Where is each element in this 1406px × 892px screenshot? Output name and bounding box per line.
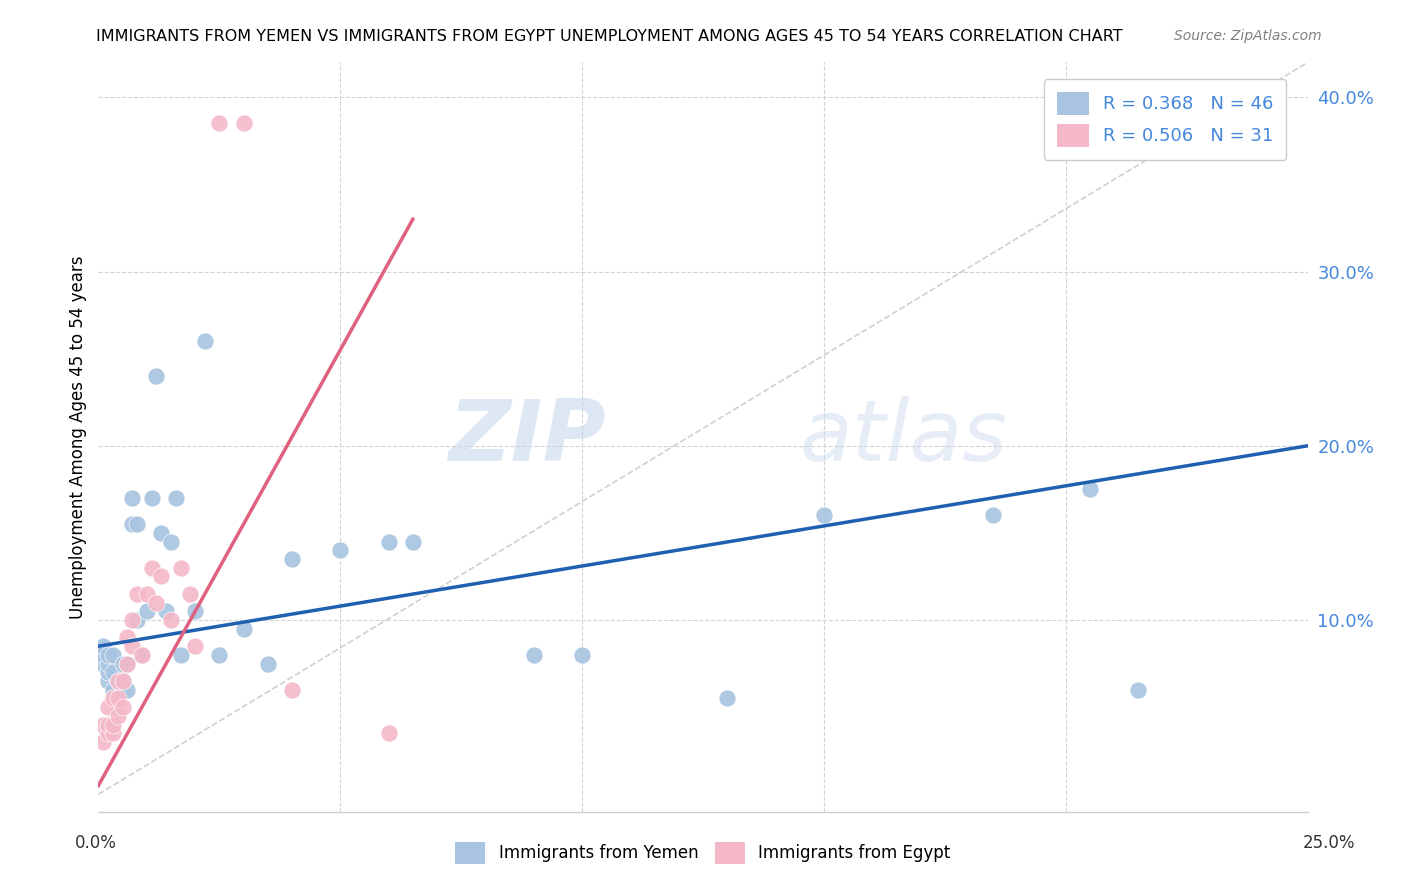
Point bbox=[160, 613, 183, 627]
Point bbox=[179, 587, 201, 601]
Point bbox=[117, 657, 139, 671]
Point bbox=[121, 639, 143, 653]
Point bbox=[145, 369, 167, 384]
Point bbox=[194, 334, 217, 349]
Point bbox=[150, 569, 173, 583]
Point bbox=[281, 682, 304, 697]
Point bbox=[135, 604, 157, 618]
Point bbox=[101, 682, 124, 697]
Text: 25.0%: 25.0% bbox=[1302, 834, 1355, 852]
Point bbox=[1078, 483, 1101, 497]
Point bbox=[97, 648, 120, 662]
Point bbox=[1128, 682, 1150, 697]
Point bbox=[117, 631, 139, 645]
Point bbox=[165, 491, 187, 505]
Point bbox=[208, 116, 231, 130]
Point bbox=[145, 596, 167, 610]
Point bbox=[107, 673, 129, 688]
Point bbox=[127, 587, 149, 601]
Point bbox=[981, 508, 1004, 523]
Point bbox=[97, 726, 120, 740]
Text: atlas: atlas bbox=[800, 395, 1008, 479]
Point bbox=[107, 691, 129, 706]
Point bbox=[716, 691, 738, 706]
Text: IMMIGRANTS FROM YEMEN VS IMMIGRANTS FROM EGYPT UNEMPLOYMENT AMONG AGES 45 TO 54 : IMMIGRANTS FROM YEMEN VS IMMIGRANTS FROM… bbox=[96, 29, 1122, 44]
Legend: Immigrants from Yemen, Immigrants from Egypt: Immigrants from Yemen, Immigrants from E… bbox=[449, 836, 957, 871]
Point bbox=[135, 587, 157, 601]
Point bbox=[169, 648, 191, 662]
Legend: R = 0.368   N = 46, R = 0.506   N = 31: R = 0.368 N = 46, R = 0.506 N = 31 bbox=[1043, 79, 1286, 160]
Point bbox=[91, 735, 114, 749]
Point bbox=[91, 648, 114, 662]
Point bbox=[101, 691, 124, 706]
Point bbox=[101, 717, 124, 731]
Point bbox=[169, 561, 191, 575]
Point bbox=[121, 613, 143, 627]
Point bbox=[101, 665, 124, 680]
Point bbox=[101, 726, 124, 740]
Point bbox=[329, 543, 352, 558]
Point bbox=[121, 517, 143, 532]
Point bbox=[523, 648, 546, 662]
Point bbox=[97, 657, 120, 671]
Point bbox=[131, 648, 153, 662]
Point bbox=[117, 682, 139, 697]
Point bbox=[232, 622, 254, 636]
Point bbox=[111, 682, 134, 697]
Text: Source: ZipAtlas.com: Source: ZipAtlas.com bbox=[1174, 29, 1322, 43]
Text: 0.0%: 0.0% bbox=[75, 834, 117, 852]
Point bbox=[107, 709, 129, 723]
Point bbox=[111, 673, 134, 688]
Point bbox=[101, 648, 124, 662]
Point bbox=[111, 700, 134, 714]
Point bbox=[208, 648, 231, 662]
Point bbox=[97, 673, 120, 688]
Point bbox=[160, 534, 183, 549]
Point bbox=[107, 673, 129, 688]
Point bbox=[184, 639, 207, 653]
Point bbox=[813, 508, 835, 523]
Text: ZIP: ZIP bbox=[449, 395, 606, 479]
Point bbox=[141, 491, 163, 505]
Point bbox=[127, 517, 149, 532]
Point bbox=[184, 604, 207, 618]
Point bbox=[91, 639, 114, 653]
Point bbox=[571, 648, 593, 662]
Point bbox=[127, 613, 149, 627]
Point bbox=[111, 673, 134, 688]
Point bbox=[377, 726, 399, 740]
Point bbox=[131, 648, 153, 662]
Point bbox=[91, 717, 114, 731]
Point bbox=[121, 491, 143, 505]
Point bbox=[402, 534, 425, 549]
Point bbox=[97, 700, 120, 714]
Point bbox=[377, 534, 399, 549]
Point bbox=[141, 561, 163, 575]
Point bbox=[256, 657, 278, 671]
Point bbox=[117, 657, 139, 671]
Point bbox=[281, 552, 304, 566]
Y-axis label: Unemployment Among Ages 45 to 54 years: Unemployment Among Ages 45 to 54 years bbox=[69, 255, 87, 619]
Point bbox=[97, 717, 120, 731]
Point bbox=[107, 691, 129, 706]
Point bbox=[155, 604, 177, 618]
Point bbox=[111, 657, 134, 671]
Point bbox=[91, 657, 114, 671]
Point bbox=[232, 116, 254, 130]
Point bbox=[97, 665, 120, 680]
Point bbox=[150, 525, 173, 540]
